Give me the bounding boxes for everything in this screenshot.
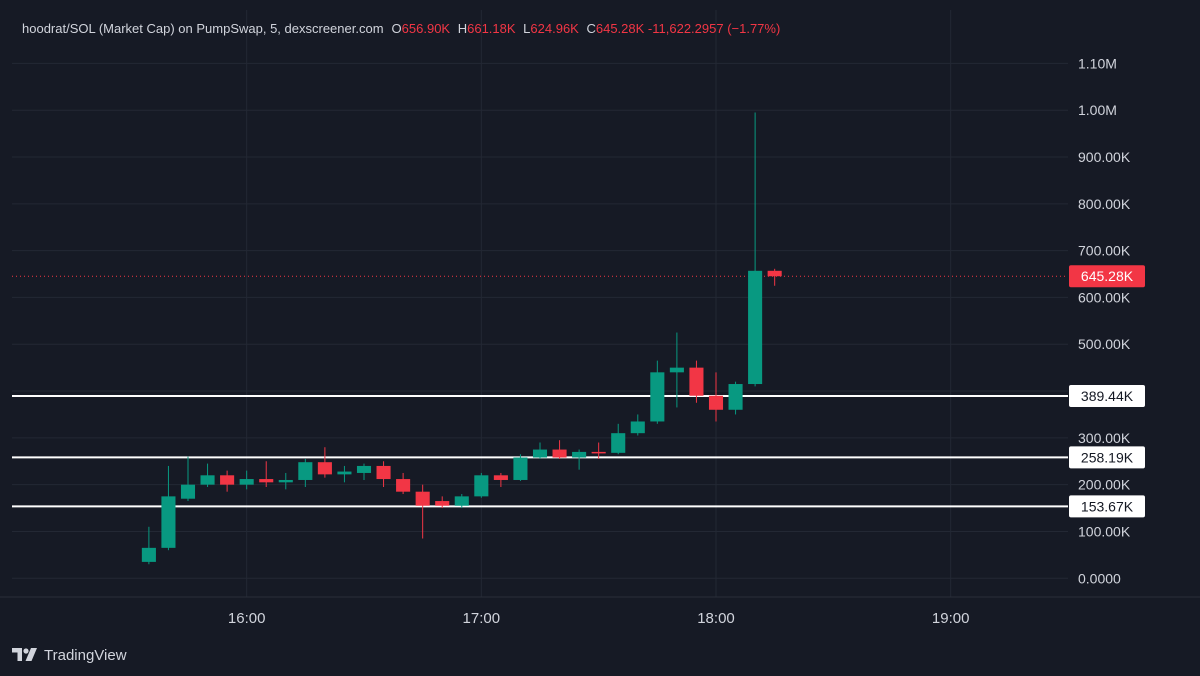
tradingview-logo-icon bbox=[12, 648, 37, 661]
candle-body bbox=[376, 465, 391, 480]
y-tick-label: 1.10M bbox=[1078, 55, 1117, 71]
candle-body bbox=[161, 496, 176, 548]
x-tick-label: 18:00 bbox=[697, 610, 735, 627]
candle-body bbox=[356, 465, 372, 473]
y-tick-label: 900.00K bbox=[1078, 149, 1131, 165]
candle-body bbox=[474, 475, 489, 497]
y-tick-label: 200.00K bbox=[1078, 477, 1131, 493]
current-price-label: 645.28K bbox=[1081, 268, 1134, 284]
candle-body bbox=[317, 462, 332, 475]
x-tick-label: 16:00 bbox=[228, 610, 266, 627]
candle-body bbox=[748, 270, 763, 385]
high-label: H bbox=[457, 21, 468, 36]
candle-body bbox=[259, 479, 274, 483]
candles bbox=[141, 112, 782, 565]
high-value: 661.18K bbox=[467, 21, 516, 36]
y-tick-label: 800.00K bbox=[1078, 196, 1131, 212]
candle-body bbox=[180, 484, 196, 499]
y-tick-label: 300.00K bbox=[1078, 430, 1131, 446]
symbol-title[interactable]: hoodrat/SOL (Market Cap) on PumpSwap, 5,… bbox=[22, 21, 384, 36]
close-value: 645.28K bbox=[595, 21, 645, 36]
level-price-label: 258.19K bbox=[1081, 449, 1134, 465]
y-tick-label: 0.0000 bbox=[1078, 570, 1121, 586]
candle-body bbox=[220, 475, 235, 485]
candle-body bbox=[454, 496, 469, 506]
candle-body bbox=[767, 270, 782, 277]
tradingview-label: TradingView bbox=[44, 646, 127, 664]
candle-body bbox=[611, 433, 626, 453]
level-price-label-box bbox=[1069, 446, 1145, 469]
x-tick-label: 19:00 bbox=[932, 610, 970, 627]
y-tick-label: 500.00K bbox=[1078, 336, 1131, 352]
candle-body bbox=[552, 449, 567, 458]
candle-body bbox=[141, 547, 156, 562]
level-price-label: 389.44K bbox=[1081, 388, 1134, 404]
candle-body bbox=[435, 501, 450, 506]
price-labels: 389.44K 258.19K 153.67K 645.28K bbox=[1069, 265, 1145, 518]
level-price-label: 153.67K bbox=[1081, 498, 1134, 514]
candle-body bbox=[630, 421, 645, 434]
candle-body bbox=[708, 395, 724, 410]
open-label: O bbox=[391, 21, 402, 36]
candle-body bbox=[591, 451, 606, 454]
level-price-label-box bbox=[1069, 384, 1145, 407]
low-label: L bbox=[523, 21, 531, 36]
close-label: C bbox=[586, 21, 596, 36]
candle-body bbox=[669, 367, 684, 373]
grid bbox=[12, 10, 1068, 597]
candle-body bbox=[689, 367, 704, 396]
axes: 1.10M 1.00M 900.00K 800.00K 700.00K 600.00K 50… bbox=[0, 55, 1200, 627]
candle-body bbox=[513, 457, 528, 480]
low-value: 624.96K bbox=[530, 21, 579, 36]
level-price-label-box bbox=[1069, 495, 1145, 518]
candle-body bbox=[298, 462, 313, 480]
candle-body bbox=[337, 471, 352, 475]
ohlc-legend: hoodrat/SOL (Market Cap) on PumpSwap, 5,… bbox=[22, 20, 780, 38]
candle-body bbox=[532, 449, 548, 458]
change-value: -11,622.2957 (−1.77%) bbox=[647, 21, 781, 36]
tradingview-branding[interactable]: TradingView bbox=[12, 646, 127, 664]
candle-body bbox=[493, 475, 508, 480]
candle-body bbox=[572, 451, 587, 458]
y-tick-label: 700.00K bbox=[1078, 243, 1131, 259]
x-tick-label: 17:00 bbox=[463, 610, 501, 627]
y-tick-label: 1.00M bbox=[1078, 102, 1117, 118]
y-tick-label: 100.00K bbox=[1078, 523, 1131, 539]
candle-body bbox=[200, 475, 215, 485]
candle-body bbox=[396, 479, 411, 492]
candle-body bbox=[278, 479, 293, 483]
candle-body bbox=[415, 491, 430, 506]
current-price-label-box bbox=[1069, 265, 1145, 288]
candle-body bbox=[650, 372, 665, 422]
open-value: 656.90K bbox=[401, 21, 451, 36]
candle-body bbox=[728, 384, 743, 410]
candle-body bbox=[239, 479, 254, 485]
y-tick-label: 600.00K bbox=[1078, 289, 1131, 305]
